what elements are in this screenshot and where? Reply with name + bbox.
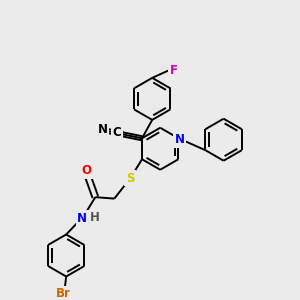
Text: N: N	[77, 212, 87, 225]
Text: F: F	[169, 64, 178, 77]
Text: Br: Br	[56, 287, 71, 300]
Text: H: H	[90, 212, 100, 224]
Text: S: S	[126, 172, 135, 185]
Text: C: C	[113, 126, 122, 139]
Text: N: N	[175, 134, 184, 146]
Text: N: N	[98, 123, 108, 136]
Text: O: O	[82, 164, 92, 177]
